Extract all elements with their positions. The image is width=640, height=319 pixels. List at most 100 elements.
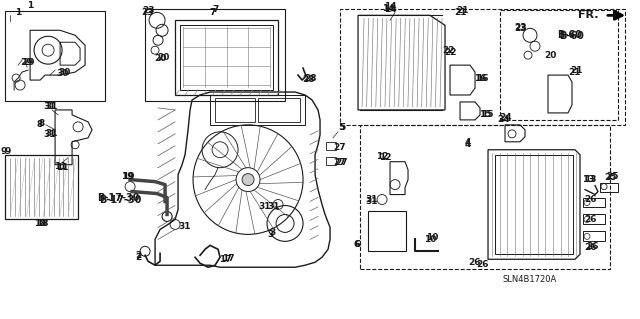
Text: B-60: B-60 <box>557 30 582 40</box>
Text: 31: 31 <box>366 197 378 206</box>
Text: 20: 20 <box>157 53 169 62</box>
Bar <box>360 125 610 269</box>
Text: 30: 30 <box>58 68 70 77</box>
Text: 5: 5 <box>339 123 345 132</box>
Text: 3: 3 <box>269 228 275 237</box>
Text: 31: 31 <box>46 129 58 138</box>
Text: 6: 6 <box>355 240 361 249</box>
Text: B-17-30: B-17-30 <box>97 193 140 203</box>
Text: 29: 29 <box>22 58 35 67</box>
Text: 12: 12 <box>379 153 391 162</box>
Text: 31: 31 <box>44 130 56 139</box>
Text: 17: 17 <box>221 254 234 263</box>
Bar <box>5 11 105 101</box>
Text: 20: 20 <box>544 51 556 60</box>
Text: 16: 16 <box>474 74 486 83</box>
Text: 28: 28 <box>302 75 314 84</box>
Text: 13: 13 <box>584 175 596 184</box>
Text: 5: 5 <box>338 123 344 132</box>
Text: 14: 14 <box>384 2 396 11</box>
Text: 31: 31 <box>44 102 56 111</box>
Text: 14: 14 <box>384 5 396 14</box>
Bar <box>583 214 605 225</box>
Bar <box>368 211 406 251</box>
Text: 27: 27 <box>333 158 346 167</box>
Text: B-60: B-60 <box>559 31 584 41</box>
Text: 31: 31 <box>259 202 271 211</box>
Text: 30: 30 <box>56 69 68 78</box>
Text: 9: 9 <box>5 147 12 156</box>
Text: 18: 18 <box>36 219 49 228</box>
Text: FR.: FR. <box>577 10 598 20</box>
Text: 28: 28 <box>304 74 316 83</box>
Text: 15: 15 <box>481 110 493 119</box>
Text: 31: 31 <box>268 202 280 211</box>
Text: 4: 4 <box>465 138 471 147</box>
Text: 29: 29 <box>20 58 33 67</box>
Text: 23: 23 <box>514 23 526 32</box>
Bar <box>258 98 300 122</box>
Text: 9: 9 <box>1 147 7 156</box>
Text: 1: 1 <box>15 8 21 17</box>
Text: 21: 21 <box>570 66 582 75</box>
Text: 14: 14 <box>381 4 394 13</box>
Text: 21: 21 <box>568 68 580 77</box>
Text: 31: 31 <box>46 102 58 111</box>
Text: 4: 4 <box>465 140 471 149</box>
Text: 26: 26 <box>586 242 598 251</box>
Text: 8: 8 <box>39 119 45 128</box>
Text: 23: 23 <box>142 6 154 15</box>
Text: 17: 17 <box>219 255 232 264</box>
Text: 10: 10 <box>426 233 438 242</box>
Text: 13: 13 <box>582 175 595 184</box>
Text: 21: 21 <box>454 8 467 17</box>
Text: 25: 25 <box>605 172 618 181</box>
Text: 18: 18 <box>34 219 46 228</box>
Text: 26: 26 <box>468 258 480 267</box>
Text: 12: 12 <box>376 152 388 161</box>
Bar <box>210 95 305 125</box>
Text: 24: 24 <box>500 113 513 122</box>
Bar <box>180 25 273 90</box>
Bar <box>145 9 285 101</box>
Text: B-17-30: B-17-30 <box>99 195 141 204</box>
Text: 26: 26 <box>584 195 596 204</box>
Text: 31: 31 <box>179 222 191 231</box>
Text: 8: 8 <box>37 120 44 130</box>
Bar <box>215 98 255 122</box>
Text: 10: 10 <box>424 235 436 244</box>
Bar <box>600 182 618 192</box>
Bar <box>340 9 625 125</box>
Text: 15: 15 <box>479 110 492 119</box>
Circle shape <box>242 174 254 186</box>
Text: SLN4B1720A: SLN4B1720A <box>503 275 557 284</box>
Bar <box>500 11 618 120</box>
Bar <box>583 231 605 241</box>
Text: 7: 7 <box>213 5 220 14</box>
Text: 1: 1 <box>27 1 33 10</box>
Text: 24: 24 <box>498 115 510 124</box>
Text: 6: 6 <box>354 240 360 249</box>
Text: 26: 26 <box>476 260 488 269</box>
Text: 26: 26 <box>584 243 596 252</box>
Bar <box>326 157 336 165</box>
Text: 7: 7 <box>210 8 216 17</box>
Text: 31: 31 <box>366 195 378 204</box>
Text: 23: 23 <box>141 8 154 17</box>
Text: 19: 19 <box>122 172 134 181</box>
Text: 2: 2 <box>135 251 141 260</box>
Text: 11: 11 <box>54 162 67 171</box>
Text: 21: 21 <box>456 6 468 15</box>
Bar <box>326 142 336 150</box>
Text: 3: 3 <box>267 230 273 239</box>
Text: 22: 22 <box>444 48 456 57</box>
Text: 25: 25 <box>604 173 616 182</box>
Text: 22: 22 <box>442 46 454 55</box>
Text: 19: 19 <box>121 172 133 181</box>
Text: 11: 11 <box>56 163 68 172</box>
Text: 16: 16 <box>476 74 488 83</box>
Text: 27: 27 <box>336 158 348 167</box>
Bar <box>583 197 605 207</box>
Text: 23: 23 <box>514 24 526 33</box>
Text: 2: 2 <box>135 253 141 262</box>
